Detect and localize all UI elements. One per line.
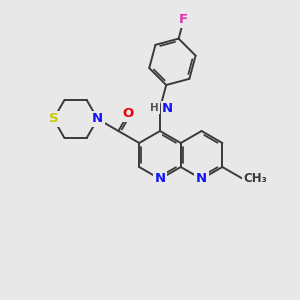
- Text: N: N: [92, 112, 103, 125]
- Text: O: O: [123, 107, 134, 121]
- Text: H: H: [150, 103, 159, 113]
- Text: N: N: [154, 172, 166, 185]
- Text: N: N: [162, 102, 173, 115]
- Text: S: S: [49, 112, 58, 125]
- Text: CH₃: CH₃: [243, 172, 267, 185]
- Text: F: F: [179, 13, 188, 26]
- Text: N: N: [196, 172, 207, 185]
